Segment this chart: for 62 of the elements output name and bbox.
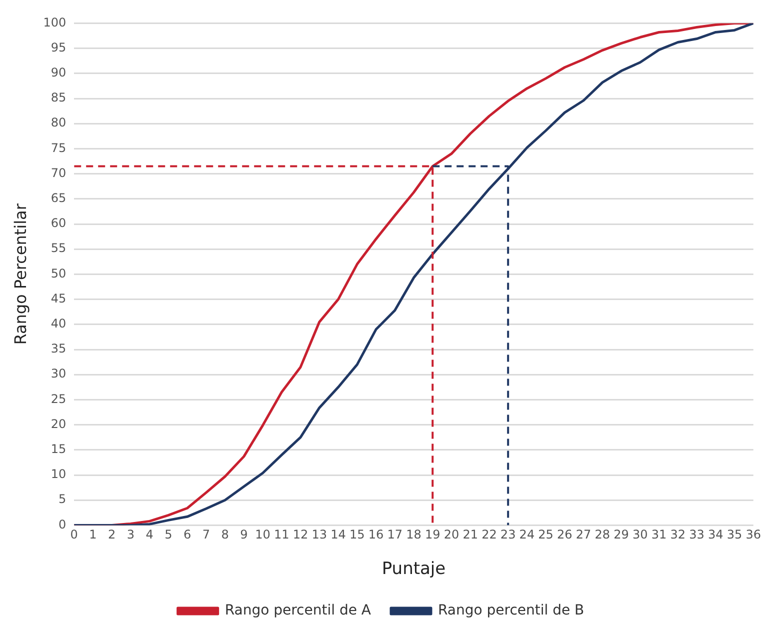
y-tick-label: 40 — [50, 316, 66, 331]
y-tick-label: 50 — [50, 266, 66, 280]
legend-label: Rango percentil de A — [224, 602, 372, 619]
y-tick-label: 100 — [43, 15, 66, 30]
x-tick-label: 32 — [670, 528, 686, 542]
y-tick-label: 95 — [50, 40, 66, 54]
x-tick-label: 4 — [146, 528, 154, 542]
x-tick-label: 31 — [651, 528, 667, 542]
x-tick-label: 24 — [519, 528, 535, 542]
y-tick-label: 85 — [50, 90, 66, 105]
x-tick-label: 6 — [183, 528, 192, 542]
x-tick-label: 34 — [708, 528, 724, 542]
x-tick-label: 8 — [221, 528, 229, 542]
x-tick-label: 14 — [330, 528, 346, 542]
y-tick-label: 35 — [50, 342, 66, 356]
x-tick-label: 17 — [387, 528, 403, 542]
x-tick-label: 20 — [444, 528, 460, 542]
x-tick-label: 7 — [202, 528, 210, 542]
x-tick-label: 26 — [557, 528, 572, 542]
x-tick-label: 28 — [594, 528, 610, 542]
y-tick-label: 45 — [50, 291, 66, 306]
y-tick-label: 0 — [58, 517, 66, 532]
x-tick-label: 23 — [500, 528, 516, 542]
y-tick-label: 5 — [58, 492, 66, 506]
y-tick-label: 60 — [50, 216, 66, 230]
x-axis-title: Puntaje — [382, 559, 446, 580]
x-tick-label: 36 — [746, 528, 762, 542]
x-tick-label: 19 — [424, 528, 440, 542]
x-tick-label: 10 — [255, 528, 270, 542]
y-tick-label: 75 — [50, 140, 66, 155]
x-tick-label: 13 — [312, 528, 328, 542]
y-tick-label: 80 — [50, 116, 66, 130]
y-tick-label: 55 — [50, 241, 66, 256]
y-tick-label: 20 — [50, 416, 66, 431]
y-tick-label: 65 — [50, 191, 66, 206]
x-tick-label: 35 — [726, 528, 742, 542]
y-tick-label: 25 — [50, 392, 66, 406]
x-tick-label: 33 — [689, 528, 704, 542]
y-tick-label: 90 — [50, 66, 66, 80]
y-tick-label: 70 — [50, 166, 66, 180]
x-tick-label: 11 — [274, 528, 290, 542]
x-tick-label: 29 — [614, 528, 629, 542]
x-tick-label: 1 — [89, 528, 97, 542]
x-tick-label: 0 — [70, 528, 78, 542]
x-tick-label: 25 — [538, 528, 554, 542]
x-tick-label: 22 — [482, 528, 497, 542]
x-tick-label: 30 — [632, 528, 648, 542]
y-axis-title: Rango Percentilar — [10, 203, 30, 345]
x-tick-label: 12 — [292, 528, 308, 542]
x-tick-label: 27 — [576, 528, 592, 542]
x-tick-label: 5 — [164, 528, 172, 542]
x-tick-label: 3 — [126, 528, 135, 542]
y-tick-label: 15 — [50, 442, 66, 456]
x-tick-label: 2 — [108, 528, 116, 542]
x-tick-label: 16 — [368, 528, 384, 542]
x-tick-label: 9 — [240, 528, 248, 542]
x-tick-label: 15 — [349, 528, 365, 542]
x-tick-label: 21 — [462, 528, 478, 542]
legend-label: Rango percentil de B — [438, 602, 584, 619]
x-tick-label: 18 — [406, 528, 422, 542]
y-tick-label: 30 — [50, 366, 66, 381]
y-tick-label: 10 — [50, 467, 66, 482]
